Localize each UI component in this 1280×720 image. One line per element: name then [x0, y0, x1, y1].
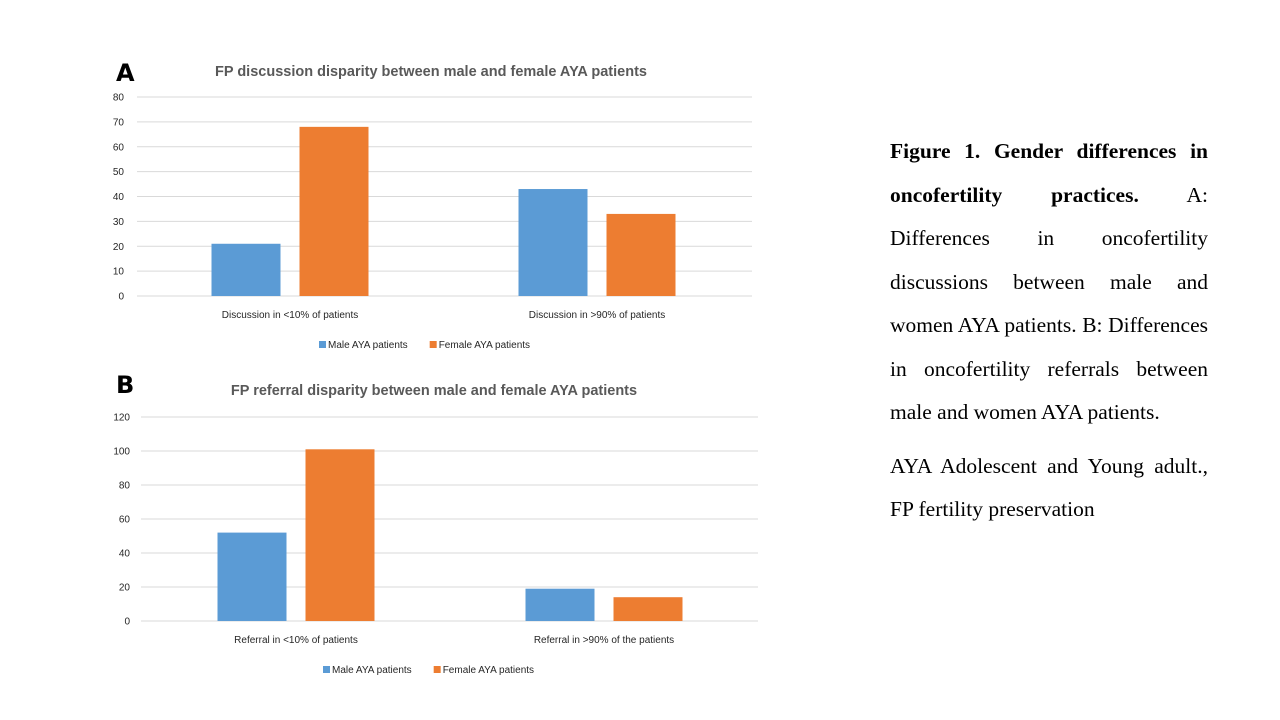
bar-a-female-2	[606, 213, 676, 296]
category-label-b: Referral in >90% of the patients	[534, 635, 674, 646]
legend-label-b: Female AYA patients	[443, 665, 534, 676]
panel-label-b: B	[116, 371, 134, 399]
chart-title-b: FP referral disparity between male and f…	[231, 383, 637, 399]
bar-a-male-2	[518, 189, 588, 296]
legend-swatch-a	[319, 341, 326, 348]
bar-b-female-1	[305, 449, 375, 621]
y-tick-label-a: 80	[113, 93, 125, 104]
bar-b-female-2	[613, 597, 683, 621]
caption-paragraph: Figure 1. Gender differences in oncofert…	[890, 130, 1208, 435]
bar-a-female-1	[299, 126, 369, 296]
y-tick-label-b: 80	[119, 481, 131, 492]
bar-a-male-1	[211, 243, 281, 296]
bar-b-male-2	[525, 588, 595, 621]
caption-bold: Figure 1. Gender differences in oncofert…	[890, 139, 1208, 207]
y-tick-label-a: 30	[113, 217, 125, 228]
legend-swatch-b	[323, 666, 330, 673]
y-tick-label-b: 120	[113, 413, 130, 424]
legend-swatch-a	[429, 341, 437, 348]
bar-b-male-1	[217, 532, 287, 621]
legend-label-a: Female AYA patients	[439, 340, 530, 351]
category-label-b: Referral in <10% of patients	[234, 635, 358, 646]
y-tick-label-b: 60	[119, 515, 131, 526]
legend-label-b: Male AYA patients	[332, 665, 412, 676]
category-label-a: Discussion in >90% of patients	[529, 310, 665, 321]
legend-swatch-b	[433, 666, 441, 673]
panel-label-a: A	[116, 59, 135, 87]
caption-text: A: Differences in oncofertility discussi…	[890, 182, 1208, 425]
y-tick-label-a: 60	[113, 142, 125, 153]
caption-abbreviations: AYA Adolescent and Young adult., FP fert…	[890, 453, 1208, 522]
figure-caption: Figure 1. Gender differences in oncofert…	[890, 130, 1208, 542]
y-tick-label-a: 0	[118, 292, 124, 303]
figure-charts: A FP discussion disparity between male an…	[113, 59, 758, 676]
category-label-a: Discussion in <10% of patients	[222, 310, 358, 321]
y-tick-label-a: 10	[113, 267, 125, 278]
y-tick-label-b: 0	[124, 617, 130, 628]
y-tick-label-a: 50	[113, 167, 125, 178]
y-tick-label-a: 40	[113, 192, 125, 203]
y-tick-label-b: 100	[113, 447, 130, 458]
chart-title-a: FP discussion disparity between male and…	[215, 64, 647, 80]
y-tick-label-b: 40	[119, 549, 131, 560]
y-tick-label-a: 70	[113, 117, 125, 128]
y-tick-label-b: 20	[119, 583, 131, 594]
legend-label-a: Male AYA patients	[328, 340, 408, 351]
y-tick-label-a: 20	[113, 242, 125, 253]
